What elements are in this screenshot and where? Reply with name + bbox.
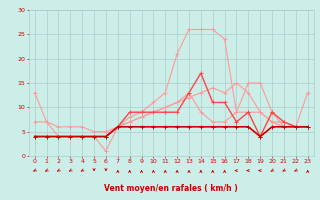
X-axis label: Vent moyen/en rafales ( km/h ): Vent moyen/en rafales ( km/h ) bbox=[104, 184, 238, 193]
